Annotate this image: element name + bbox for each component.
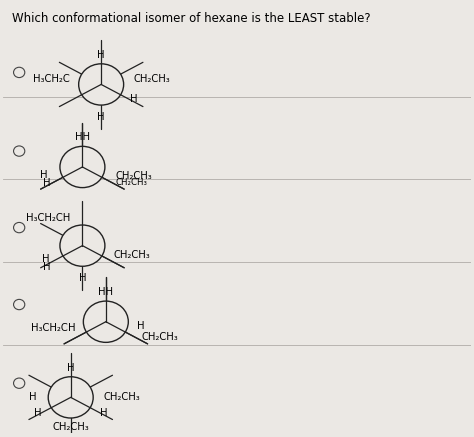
Text: H: H [43,262,51,272]
Text: H: H [137,321,145,331]
Circle shape [60,146,105,187]
Circle shape [60,225,105,266]
Text: H₃CH₂CH: H₃CH₂CH [26,213,71,223]
Text: CH₂CH₃: CH₂CH₃ [115,178,147,187]
Text: CH₂CH₃: CH₂CH₃ [133,74,170,84]
Circle shape [79,64,124,105]
Text: HH: HH [75,132,90,142]
Circle shape [83,301,128,342]
Text: H: H [43,178,51,188]
Text: CH₂CH₃: CH₂CH₃ [114,250,151,260]
Text: HH: HH [98,287,113,297]
Text: CH₂CH₃: CH₂CH₃ [141,332,178,342]
Text: H₃CH₂C: H₃CH₂C [31,323,68,333]
Text: H: H [97,112,105,122]
Text: CH₂CH₃: CH₂CH₃ [115,171,152,181]
Text: H: H [79,273,86,283]
Text: H: H [34,408,42,418]
Circle shape [48,377,93,418]
Text: H: H [97,49,105,59]
Text: CH₂CH₃: CH₂CH₃ [103,392,140,402]
Text: H: H [68,323,75,333]
Text: H₃CH₂C: H₃CH₂C [33,74,69,84]
Text: H: H [130,94,137,104]
Text: Which conformational isomer of hexane is the LEAST stable?: Which conformational isomer of hexane is… [12,12,371,25]
Text: H: H [67,363,74,373]
Text: H: H [29,392,36,402]
Text: H: H [100,408,107,418]
Text: CH₂CH₃: CH₂CH₃ [52,422,89,432]
Text: H: H [42,253,50,264]
Text: H: H [40,170,47,180]
